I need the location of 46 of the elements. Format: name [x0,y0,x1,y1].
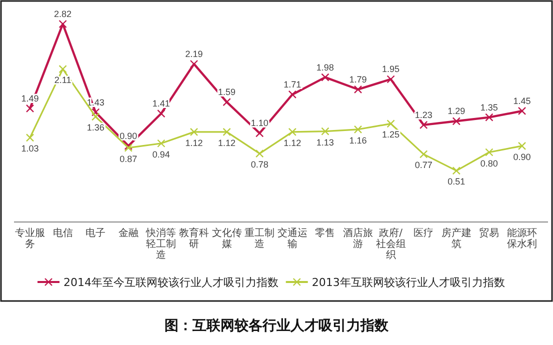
data-label: 1.45 [513,96,531,106]
data-label: 1.36 [86,122,104,133]
text: 图：互联网较各行业人才吸引力指数 [164,318,390,334]
data-label: 1.12 [185,138,203,148]
data-label: 0.80 [480,158,498,168]
x-tick-label: 快消等轻工制造 [145,227,176,261]
data-label: 2.19 [185,49,203,59]
x-tick-label: 电信 [52,227,73,239]
data-label: 2.82 [54,9,72,19]
data-label: 0.87 [120,154,138,164]
data-label: 1.12 [218,138,236,148]
data-label: 1.79 [349,74,367,84]
x-tick-label: 贸易 [479,227,500,239]
data-label: 0.51 [448,176,466,187]
x-tick-label: 零售 [315,227,336,239]
data-label: 1.29 [448,106,466,116]
legend-label: 2014年至今互联网较该行业人才吸引力指数 [64,276,278,289]
x-tick-label: 重工制造 [244,227,275,250]
data-label: 1.25 [382,130,400,140]
x-tick-label: 酒店旅游 [343,227,373,250]
x-tick-label: 金融 [118,227,138,239]
data-label: 1.03 [21,144,39,154]
x-tick-label: 电子 [86,227,106,239]
x-tick-label: 医疗 [414,227,434,239]
x-tick-label: 交通运输 [277,227,308,250]
x-tick-label: 政府/社会组织 [376,227,406,261]
data-label: 1.16 [349,135,367,146]
x-tick-label: 专业服务 [15,227,45,250]
data-label: 1.98 [316,62,334,72]
data-label: 1.10 [250,118,268,128]
data-label: 0.90 [120,130,138,141]
data-label: 0.77 [414,160,432,170]
legend-label: 2013年互联网较该行业人才吸引力指数 [312,276,505,289]
x-tick-label: 房产建筑 [441,227,472,250]
data-label: 1.71 [284,79,302,90]
data-label: 0.94 [152,149,170,160]
data-label: 1.35 [480,102,498,112]
data-label: 1.12 [284,138,302,148]
data-label: 1.95 [382,64,400,74]
data-label: 1.13 [316,137,334,148]
x-tick-label: 能源环保水利 [507,227,537,250]
x-tick-label: 文化传媒 [212,227,242,250]
data-label: 0.90 [513,152,531,162]
data-label: 1.59 [218,87,236,98]
data-label: 0.78 [250,160,268,170]
x-tick-label: 教育科研 [179,227,209,250]
